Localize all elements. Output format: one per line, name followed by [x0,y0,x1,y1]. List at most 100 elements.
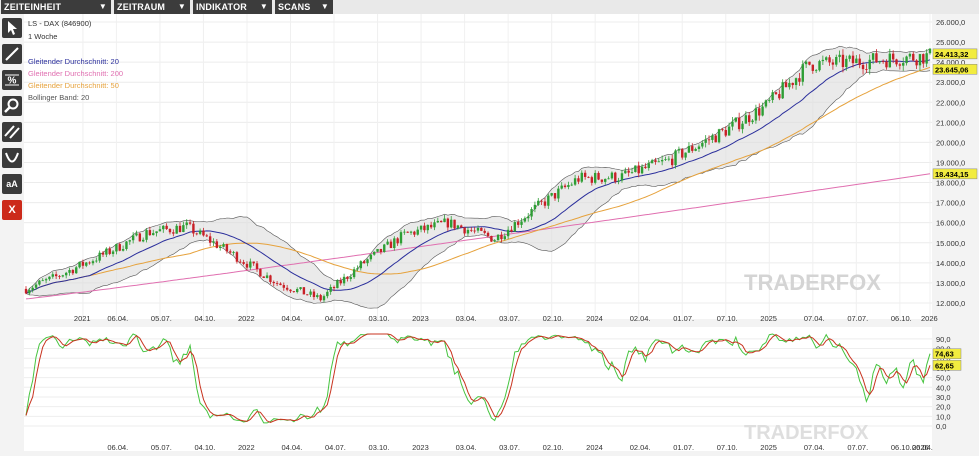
candle-body [761,106,764,116]
candle-body [814,70,818,72]
candle-body [342,276,346,284]
chart-svg[interactable]: TRADERFOX TRADERFOX 26.000,0 25.000,0 24.0… [24,14,979,452]
candle-body [145,230,148,240]
menu-zeiteinheit[interactable]: ZEITEINHEIT ▼ [1,0,111,14]
candle-body [71,270,75,274]
candle-body [523,218,527,222]
candle-body [349,277,352,279]
price-tick-label: 22.000,0 [936,98,965,107]
candle-body [429,224,433,228]
candle-body [500,234,503,240]
candle-body [861,64,865,70]
legend-item-ma200[interactable]: Gleitender Durchschnitt: 200 [28,69,123,78]
curve-tool-button[interactable] [2,148,22,168]
timeframe-label: 1 Woche [28,32,57,41]
candle-body [637,165,640,174]
candle-body [148,230,152,236]
candle-body [309,291,312,295]
candle-body [912,53,915,61]
candle-body [801,64,804,82]
legend-item-ma20[interactable]: Gleitender Durchschnitt: 20 [28,57,119,66]
candle-body [222,244,225,247]
instrument-title: LS - DAX (846900) [28,19,92,28]
oscillator-tick-label: 90,0 [936,335,951,344]
candle-body [895,59,898,65]
date-tick-label: 03.10. [369,314,390,323]
candle-body [275,283,279,284]
bollinger-lower [25,69,931,309]
candle-body [352,269,356,278]
price-tick-label: 14.000,0 [936,259,965,268]
watermark: TRADERFOX [744,270,881,295]
percent-tool-button[interactable]: % [2,70,22,90]
candle-body [922,54,925,64]
menu-indikator[interactable]: INDIKATOR ▼ [193,0,272,14]
menu-zeitraum[interactable]: ZEITRAUM ▼ [114,0,190,14]
menu-scans[interactable]: SCANS ▼ [275,0,333,14]
candle-body [68,270,71,273]
candle-body [543,201,547,206]
watermark: TRADERFOX [744,422,869,444]
candle-body [379,248,383,252]
candle-body [470,229,473,231]
candle-body [192,223,195,234]
candle-body [614,172,617,182]
candle-body [664,159,667,161]
candle-body [433,222,436,228]
oscillator-tick-label: 10,0 [936,412,951,421]
date-tick-label: 05.07. [151,314,172,323]
price-tick-label: 16.000,0 [936,219,965,228]
candle-body [871,53,875,60]
candle-body [172,232,175,234]
chevron-down-icon: ▼ [320,2,329,11]
candle-body [269,275,272,282]
curve-icon [5,152,19,163]
candle-body [265,275,269,278]
candle-body [41,280,44,282]
candle-body [845,58,848,68]
candle-body [537,200,540,205]
parallel-lines-tool-button[interactable] [2,122,22,142]
candle-body [292,291,296,293]
candle-body [202,230,205,236]
oscillator-label-box [932,360,962,371]
candle-body [697,146,701,149]
candle-body [483,230,486,233]
candle-body [195,233,198,235]
candle-body [754,108,758,121]
delete-tool-button[interactable]: X [2,200,22,220]
candle-body [138,233,142,242]
chevron-down-icon: ▼ [98,2,107,11]
legend-item-ma50[interactable]: Gleitender Durchschnitt: 50 [28,81,119,90]
candle-body [687,146,691,153]
candle-body [701,142,704,147]
candle-body [406,231,409,233]
candle-body [607,178,610,180]
candle-body [58,276,61,277]
candle-body [111,251,115,254]
candle-body [794,78,798,86]
candle-body [804,61,808,65]
cursor-tool-button[interactable] [2,18,22,38]
candle-body [386,241,389,245]
candle-body [657,161,660,163]
candle-body [235,252,239,262]
line-tool-button[interactable] [2,44,22,64]
oscillator-label-text: 74,63 [935,350,954,359]
legend-item-bollinger[interactable]: Bollinger Band: 20 [28,93,89,102]
price-grid [24,14,932,319]
date-tick-label: 2025 [760,443,777,451]
candle-body [781,82,784,99]
chart-area[interactable]: TRADERFOX TRADERFOX 26.000,0 25.000,0 24.0… [24,14,979,452]
candle-body [229,251,232,253]
date-tick-label: 07.10. [717,443,738,451]
candle-body [758,108,761,116]
price-tick-label: 25.000,0 [936,38,965,47]
candle-body [908,53,912,57]
candle-body [503,236,506,240]
zoom-tool-button[interactable] [2,96,22,116]
text-tool-button[interactable]: aA [2,174,22,194]
oscillator-tick-label: 30,0 [936,393,951,402]
candle-body [593,172,597,183]
candle-body [389,241,393,249]
